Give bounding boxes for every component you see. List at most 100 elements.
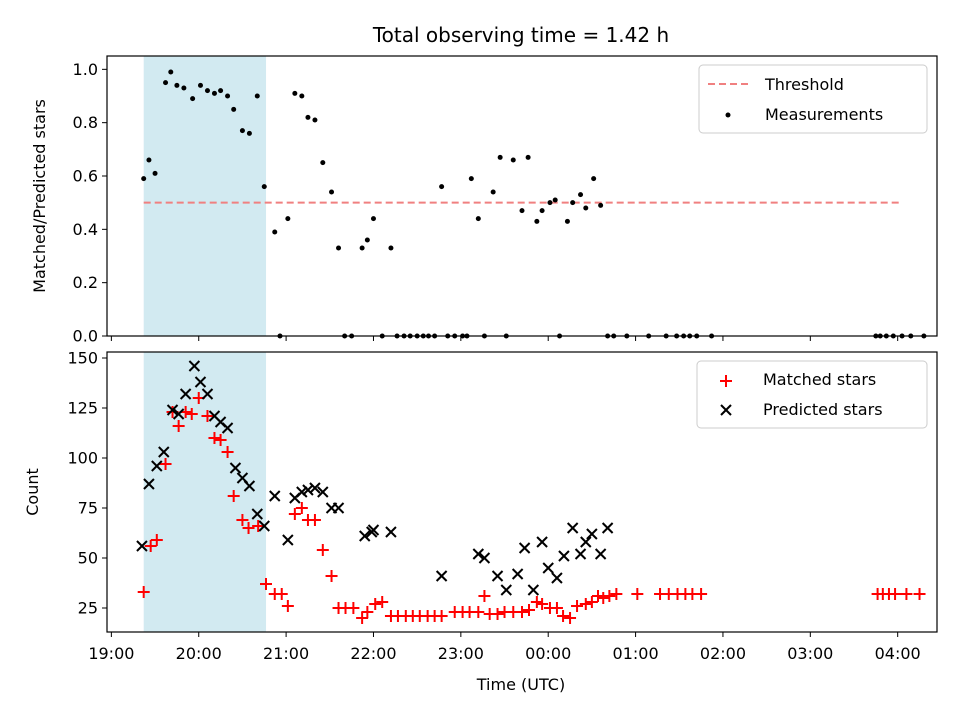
measurement-point bbox=[439, 184, 445, 190]
predicted-star-point bbox=[542, 562, 554, 574]
predicted-star-point bbox=[472, 548, 485, 560]
predicted-star-point bbox=[166, 404, 179, 416]
chart-title: Total observing time = 1.42 h bbox=[372, 23, 669, 47]
predicted-star-point bbox=[601, 522, 614, 534]
bottom-y-axis-label: Count bbox=[23, 468, 42, 516]
predicted-star-stroke2 bbox=[269, 490, 281, 502]
predicted-star-stroke2 bbox=[179, 388, 192, 400]
predicted-star-stroke2 bbox=[385, 526, 397, 538]
matched-star-point bbox=[522, 604, 535, 616]
measurement-point bbox=[519, 208, 525, 214]
predicted-star-point bbox=[566, 522, 579, 534]
matched-star-point bbox=[275, 588, 288, 600]
matched-star-point bbox=[252, 520, 265, 532]
predicted-star-stroke2 bbox=[172, 408, 185, 420]
measurement-point bbox=[261, 184, 267, 190]
predicted-star-point bbox=[309, 482, 321, 494]
x-tick-label: 23:00 bbox=[438, 644, 484, 663]
y-tick-label: 0.8 bbox=[73, 113, 98, 132]
x-tick-label: 21:00 bbox=[263, 644, 309, 663]
predicted-star-stroke2 bbox=[251, 508, 263, 520]
predicted-star-point bbox=[586, 528, 598, 540]
measurement-point bbox=[320, 160, 326, 166]
bottom-legend: Matched stars Predicted stars bbox=[696, 360, 928, 429]
predicted-star-stroke2 bbox=[566, 522, 579, 534]
top-shaded-span bbox=[143, 56, 267, 336]
predicted-star-point bbox=[359, 530, 371, 542]
measurement-point bbox=[141, 176, 147, 182]
y-tick-label: 1.0 bbox=[73, 60, 98, 79]
measurement-point bbox=[292, 90, 298, 96]
matched-star-point bbox=[260, 578, 273, 590]
matched-star-point bbox=[150, 534, 163, 546]
matched-star-point bbox=[478, 590, 491, 602]
predicted-star-point bbox=[229, 462, 242, 474]
bottom-x-ticks: 19:00 20:00 21:00 22:00 23:00 00:00 01:00 02:00… bbox=[88, 632, 921, 663]
measurement-point bbox=[564, 218, 570, 224]
matched-star-point bbox=[185, 408, 198, 420]
x-tick-label: 04:00 bbox=[875, 644, 921, 663]
matched-star-point bbox=[159, 458, 172, 470]
measurement-point bbox=[312, 117, 318, 123]
predicted-star-point bbox=[282, 534, 294, 546]
predicted-star-stroke2 bbox=[527, 584, 540, 596]
predicted-star-point bbox=[151, 460, 163, 472]
predicted-star-point bbox=[172, 408, 185, 420]
measurement-point bbox=[329, 189, 335, 195]
measurement-point bbox=[336, 245, 342, 251]
top-y-axis-label: Matched/Predicted stars bbox=[30, 99, 49, 293]
y-tick-label: 0.2 bbox=[73, 273, 98, 292]
y-tick-label: 100 bbox=[67, 449, 98, 468]
predicted-star-point bbox=[518, 542, 531, 554]
predicted-star-stroke2 bbox=[580, 536, 592, 548]
matched-star-point bbox=[172, 420, 185, 432]
predicted-star-stroke2 bbox=[302, 484, 314, 496]
matched-star-point bbox=[516, 606, 528, 618]
y-tick-label: 0.6 bbox=[73, 167, 98, 186]
bottom-plot-panel: 25 50 75 100 125 150 19:00 20:00 21:00 22:00 23:0… bbox=[23, 349, 938, 694]
predicted-star-point bbox=[574, 548, 587, 560]
top-axes-frame bbox=[106, 55, 938, 337]
predicted-star-point bbox=[317, 486, 329, 498]
x-tick-label: 02:00 bbox=[700, 644, 746, 663]
predicted-star-stroke2 bbox=[586, 528, 598, 540]
matched-star-point bbox=[201, 410, 214, 422]
measurement-point bbox=[598, 202, 604, 208]
predicted-star-stroke2 bbox=[367, 524, 380, 536]
matched-star-point bbox=[221, 446, 234, 458]
predicted-star-point bbox=[201, 388, 214, 400]
predicted-star-point bbox=[243, 480, 256, 492]
matched-star-point bbox=[603, 590, 616, 602]
predicted-star-point bbox=[332, 502, 345, 514]
matched-star-point bbox=[295, 502, 308, 514]
predicted-star-point bbox=[435, 570, 448, 582]
predicted-star-stroke2 bbox=[151, 460, 163, 472]
matched-star-point bbox=[889, 588, 902, 600]
top-y-ticks: 0.0 0.2 0.4 0.6 0.8 1.0 bbox=[73, 60, 107, 346]
measurement-point bbox=[359, 245, 365, 251]
matched-star-point bbox=[214, 434, 227, 446]
predicted-star-point bbox=[527, 584, 540, 596]
predicted-star-point bbox=[551, 572, 563, 584]
top-legend: Threshold Measurements bbox=[698, 64, 928, 134]
measurement-point bbox=[197, 82, 203, 88]
predicted-star-point bbox=[188, 360, 201, 372]
matched-star-point bbox=[913, 588, 926, 600]
predicted-star-stroke2 bbox=[214, 416, 227, 428]
matched-star-point bbox=[631, 588, 644, 600]
predicted-star-stroke2 bbox=[511, 568, 524, 580]
matched-star-point bbox=[435, 610, 448, 622]
predicted-star-stroke2 bbox=[542, 562, 554, 574]
predicted-star-stroke2 bbox=[551, 572, 563, 584]
measurement-point bbox=[246, 130, 252, 136]
predicted-star-stroke2 bbox=[194, 376, 207, 388]
measurement-point bbox=[231, 106, 237, 112]
measurement-point bbox=[539, 208, 545, 214]
measurement-point bbox=[211, 90, 217, 96]
measurement-point bbox=[190, 96, 196, 102]
predicted-star-stroke2 bbox=[282, 534, 294, 546]
predicted-star-stroke2 bbox=[158, 446, 170, 458]
predicted-star-stroke2 bbox=[229, 462, 242, 474]
measurement-point bbox=[570, 200, 576, 206]
